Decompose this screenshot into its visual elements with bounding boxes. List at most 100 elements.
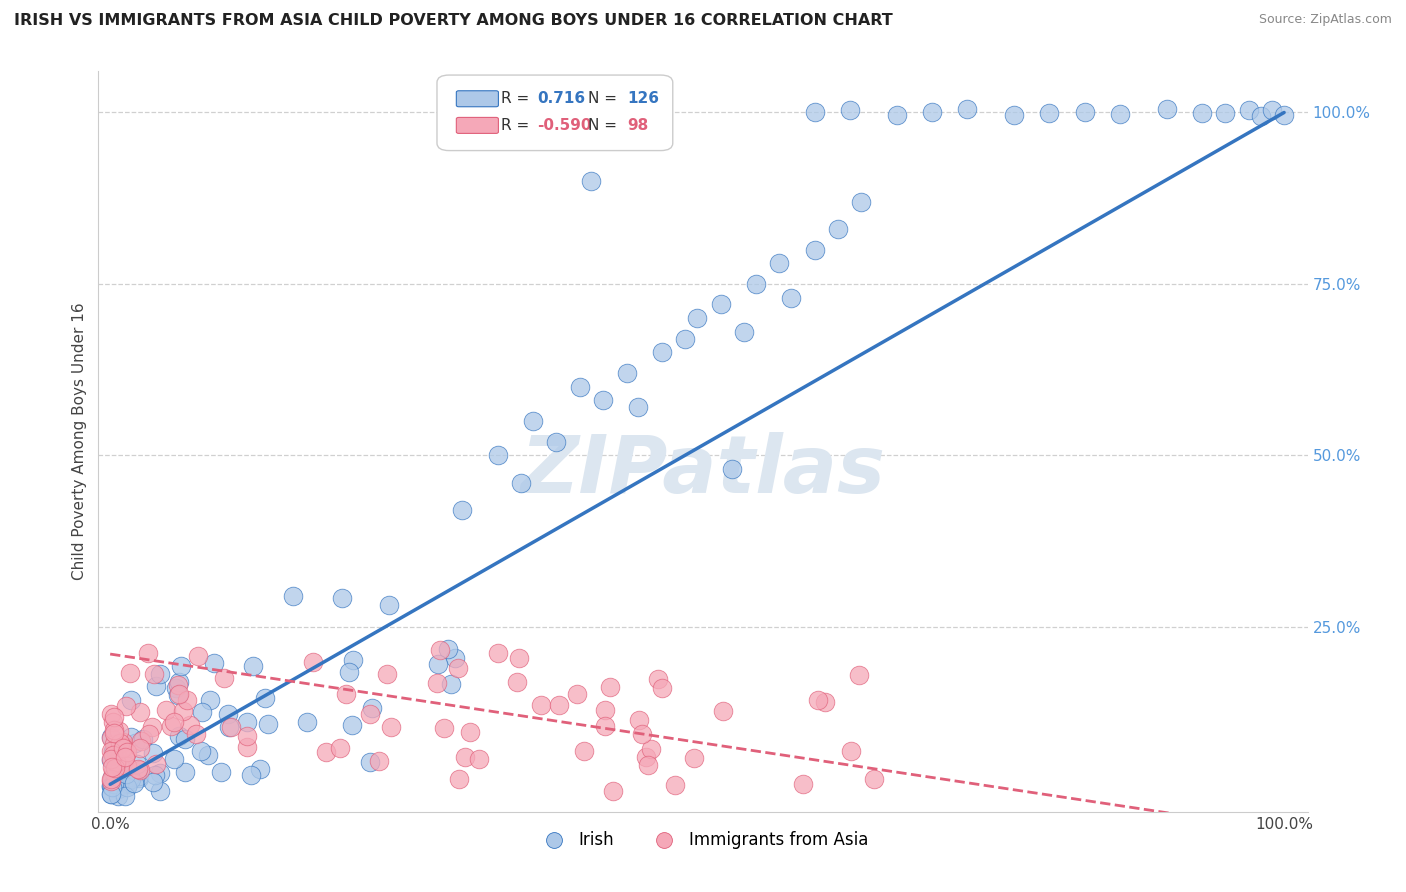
Point	[711, 705, 734, 719]
Point	[565, 687, 588, 701]
Text: Source: ZipAtlas.com: Source: ZipAtlas.com	[1258, 13, 1392, 27]
Point	[342, 718, 364, 732]
Point	[100, 744, 122, 758]
Point	[111, 735, 134, 749]
Point	[636, 749, 658, 764]
Point	[432, 721, 454, 735]
Point	[1272, 108, 1295, 122]
Point	[217, 706, 239, 721]
Point	[522, 414, 544, 428]
Point	[105, 754, 128, 768]
Point	[1108, 106, 1130, 120]
Point	[167, 678, 190, 692]
Point	[329, 741, 352, 756]
Point	[160, 719, 183, 733]
Point	[1073, 104, 1095, 119]
Point	[115, 776, 138, 790]
Point	[454, 749, 477, 764]
Point	[443, 650, 465, 665]
Point	[132, 732, 155, 747]
Point	[198, 692, 221, 706]
Point	[120, 772, 142, 786]
Point	[111, 751, 134, 765]
Point	[637, 757, 659, 772]
Point	[1002, 108, 1025, 122]
Text: IRISH VS IMMIGRANTS FROM ASIA CHILD POVERTY AMONG BOYS UNDER 16 CORRELATION CHAR: IRISH VS IMMIGRANTS FROM ASIA CHILD POVE…	[14, 13, 893, 29]
Point	[120, 731, 142, 745]
Point	[138, 726, 160, 740]
Point	[505, 675, 527, 690]
Point	[295, 715, 318, 730]
Point	[103, 710, 125, 724]
Point	[103, 725, 125, 739]
Point	[187, 648, 209, 663]
Point	[108, 736, 131, 750]
Point	[197, 748, 219, 763]
Point	[427, 657, 450, 671]
Point	[673, 332, 696, 346]
Point	[218, 720, 240, 734]
Point	[108, 759, 131, 773]
Point	[627, 401, 650, 415]
Point	[803, 243, 825, 257]
Point	[115, 780, 138, 795]
Point	[111, 761, 134, 775]
Point	[330, 591, 353, 605]
Point	[572, 744, 595, 758]
Point	[651, 345, 673, 359]
Point	[128, 771, 150, 785]
FancyBboxPatch shape	[457, 118, 498, 134]
Point	[107, 782, 129, 797]
Point	[627, 713, 650, 727]
Point	[686, 311, 709, 326]
Point	[100, 779, 122, 793]
Point	[114, 750, 136, 764]
Point	[768, 256, 790, 270]
Point	[112, 741, 135, 756]
Point	[121, 692, 143, 706]
Point	[142, 774, 165, 789]
Point	[301, 655, 323, 669]
Point	[100, 772, 122, 786]
Point	[1250, 109, 1272, 123]
Point	[510, 475, 533, 490]
Point	[367, 754, 389, 768]
Point	[165, 681, 187, 695]
Point	[807, 693, 830, 707]
Point	[174, 765, 197, 780]
Point	[101, 760, 124, 774]
Point	[104, 747, 127, 761]
Point	[447, 661, 470, 675]
Point	[167, 675, 190, 690]
Point	[100, 773, 122, 788]
Point	[100, 753, 122, 767]
Point	[167, 688, 190, 702]
Point	[721, 462, 744, 476]
Point	[128, 763, 150, 777]
Point	[378, 598, 401, 612]
Point	[212, 671, 235, 685]
Point	[886, 108, 908, 122]
Point	[167, 687, 190, 701]
Point	[249, 762, 271, 776]
Point	[115, 699, 138, 714]
Point	[803, 105, 825, 120]
Point	[101, 764, 124, 779]
Point	[173, 731, 195, 746]
Point	[108, 760, 131, 774]
Point	[136, 646, 159, 660]
Point	[115, 767, 138, 781]
Point	[104, 741, 127, 756]
Point	[163, 752, 186, 766]
Point	[101, 715, 124, 730]
Point	[105, 763, 128, 777]
Text: R =: R =	[502, 91, 534, 106]
Point	[209, 764, 232, 779]
Point	[508, 651, 530, 665]
Point	[117, 777, 139, 791]
Point	[710, 297, 733, 311]
Point	[647, 672, 669, 686]
Point	[149, 766, 172, 780]
Point	[125, 765, 148, 780]
Point	[107, 751, 129, 765]
